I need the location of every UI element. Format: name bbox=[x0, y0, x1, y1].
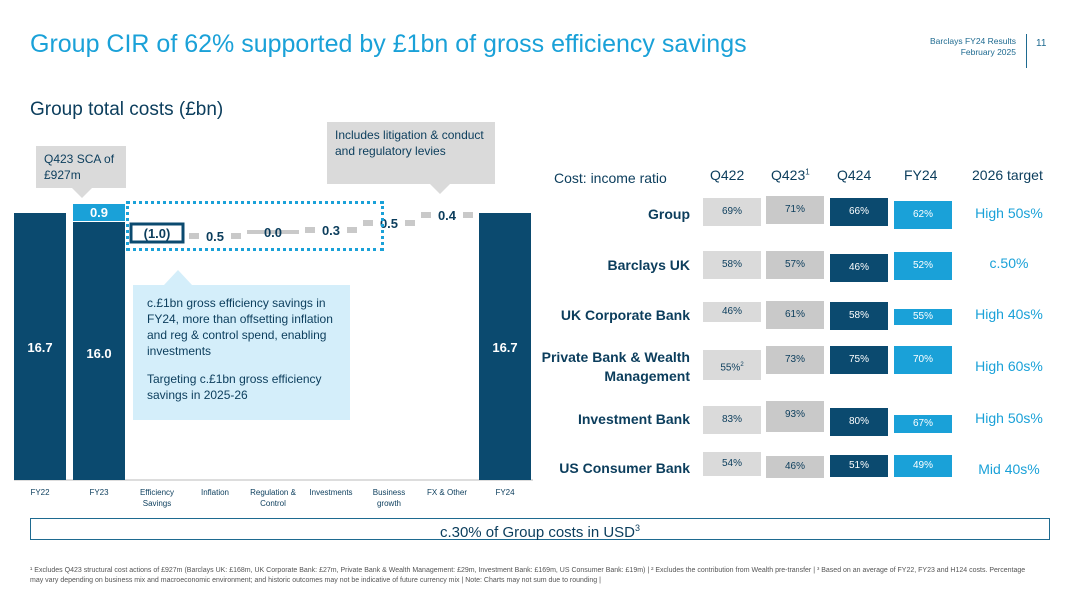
target-ib: High 50s% bbox=[975, 410, 1043, 426]
meta-divider bbox=[1026, 34, 1027, 68]
tick-label-3-0: Inflation bbox=[201, 488, 229, 497]
col-q423-label: Q423 bbox=[771, 167, 806, 183]
chart-title: Group total costs (£bn) bbox=[30, 99, 224, 120]
tick-label-2-0: Efficiency bbox=[140, 488, 174, 497]
bar-fy22 bbox=[14, 213, 66, 480]
sca-callout: Q423 SCA of £927m bbox=[36, 146, 126, 188]
cell-group-q422: 69% bbox=[703, 198, 761, 226]
cell-uscb-q422: 54% bbox=[703, 452, 761, 476]
row-ib-label: Investment Bank bbox=[577, 411, 690, 427]
label-fy23: 16.0 bbox=[86, 346, 111, 361]
cell-ukcb-q424: 58% bbox=[830, 302, 888, 330]
usd-banner-text: c.30% of Group costs in USD bbox=[439, 524, 636, 541]
cell-ib-q424: 80% bbox=[830, 408, 888, 436]
label-bg-3 bbox=[315, 221, 347, 239]
bar-fy24 bbox=[479, 213, 531, 480]
cir-heading: Cost: income ratio bbox=[554, 170, 667, 186]
target-buk: c.50% bbox=[989, 255, 1029, 271]
usd-banner: c.30% of Group costs in USD3 bbox=[30, 518, 1050, 541]
cell-buk-q422: 58% bbox=[703, 251, 761, 279]
litigation-callout: Includes litigation & conduct and regula… bbox=[327, 122, 495, 184]
tick-label-4-0: Regulation & bbox=[250, 488, 296, 497]
tick-label-7-0: FX & Other bbox=[427, 488, 467, 497]
tick-label-1-0: FY23 bbox=[89, 488, 109, 497]
label-step-4: 0.5 bbox=[380, 216, 398, 231]
row-pbwm-label: Private Bank & Wealth Management bbox=[520, 348, 690, 386]
cell-buk-q423: 57% bbox=[766, 251, 824, 279]
tick-label-8-0: FY24 bbox=[495, 488, 515, 497]
row-pbwm-label-line1: Private Bank & Wealth bbox=[541, 349, 690, 365]
cell-uscb-q424: 51% bbox=[830, 455, 888, 477]
label-bg-1 bbox=[199, 227, 231, 245]
sca-callout-arrow bbox=[72, 188, 92, 198]
row-group-label: Group bbox=[648, 206, 690, 222]
col-q423: Q4231 bbox=[771, 167, 810, 183]
cell-pbwm-q422-value: 55% bbox=[720, 362, 741, 374]
cell-ukcb-q423: 61% bbox=[766, 301, 824, 329]
report-date: February 2025 bbox=[960, 47, 1016, 57]
label-sca: 0.9 bbox=[90, 205, 108, 220]
cell-ib-q422: 83% bbox=[703, 406, 761, 434]
efficiency-highlight-box bbox=[126, 201, 384, 251]
target-group: High 50s% bbox=[975, 205, 1043, 221]
target-pbwm: High 60s% bbox=[975, 358, 1043, 374]
cell-uscb-fy24: 49% bbox=[894, 455, 952, 477]
efficiency-callout-arrow bbox=[164, 270, 192, 285]
efficiency-callout: c.£1bn gross efficiency savings in FY24,… bbox=[133, 285, 350, 420]
label-regulation: 0.0 bbox=[264, 225, 282, 240]
page-title: Group CIR of 62% supported by £1bn of gr… bbox=[30, 30, 747, 58]
cell-buk-fy24: 52% bbox=[894, 252, 952, 280]
cell-uscb-q423: 46% bbox=[766, 456, 824, 478]
cell-buk-q424: 46% bbox=[830, 254, 888, 282]
cell-pbwm-q424: 75% bbox=[830, 346, 888, 374]
usd-banner-sup: 3 bbox=[635, 523, 641, 533]
litigation-callout-arrow bbox=[430, 184, 450, 194]
col-q422: Q422 bbox=[710, 167, 745, 183]
tick-label-6-1: growth bbox=[377, 499, 401, 508]
report-meta: Barclays FY24 Results February 2025 bbox=[930, 36, 1016, 58]
tick-label-4-1: Control bbox=[260, 499, 286, 508]
bar-fy23 bbox=[73, 222, 125, 480]
col-q424: Q424 bbox=[837, 167, 872, 183]
cell-ukcb-fy24: 55% bbox=[894, 309, 952, 325]
report-name: Barclays FY24 Results bbox=[930, 36, 1016, 46]
bar-efficiency bbox=[129, 222, 185, 244]
bar-fy23-sca bbox=[73, 204, 125, 221]
col-q423-sup: 1 bbox=[805, 167, 810, 177]
efficiency-text-2: Targeting c.£1bn gross efficiency saving… bbox=[147, 372, 322, 402]
target-ukcb: High 40s% bbox=[975, 306, 1043, 322]
footnote: ¹ Excludes Q423 structural cost actions … bbox=[30, 567, 1026, 584]
tick-label-6-0: Business bbox=[373, 488, 405, 497]
tick-label-2-1: Savings bbox=[143, 499, 171, 508]
row-pbwm-label-line2: Management bbox=[604, 368, 690, 384]
row-barclays-uk-label: Barclays UK bbox=[607, 257, 691, 273]
cell-group-fy24: 62% bbox=[894, 201, 952, 229]
cell-group-q423: 71% bbox=[766, 196, 824, 224]
cell-pbwm-fy24: 70% bbox=[894, 346, 952, 374]
tick-label-0-0: FY22 bbox=[30, 488, 50, 497]
cell-ukcb-q422: 46% bbox=[703, 302, 761, 322]
cell-ib-q423: 93% bbox=[766, 401, 824, 432]
efficiency-text-1: c.£1bn gross efficiency savings in FY24,… bbox=[147, 296, 333, 358]
cell-ib-fy24: 67% bbox=[894, 415, 952, 433]
label-step-1: 0.5 bbox=[206, 229, 224, 244]
col-target: 2026 target bbox=[972, 167, 1043, 183]
label-fy24: 16.7 bbox=[492, 340, 517, 355]
page-number: 11 bbox=[1036, 38, 1047, 49]
label-efficiency: (1.0) bbox=[144, 226, 171, 241]
label-fy22: 16.7 bbox=[27, 340, 52, 355]
label-bg-5 bbox=[431, 206, 463, 224]
cell-pbwm-q423: 73% bbox=[766, 346, 824, 374]
tick-label-5-0: Investments bbox=[309, 488, 352, 497]
cell-pbwm-q422: 55%2 bbox=[703, 350, 761, 380]
target-uscb: Mid 40s% bbox=[978, 461, 1040, 477]
label-step-5: 0.4 bbox=[438, 208, 457, 223]
col-fy24: FY24 bbox=[904, 167, 938, 183]
cell-group-q424: 66% bbox=[830, 198, 888, 226]
row-uscb-label: US Consumer Bank bbox=[559, 460, 690, 476]
row-ukcb-label: UK Corporate Bank bbox=[560, 307, 690, 323]
label-step-3: 0.3 bbox=[322, 223, 340, 238]
cell-pbwm-q422-sup: 2 bbox=[740, 362, 744, 368]
